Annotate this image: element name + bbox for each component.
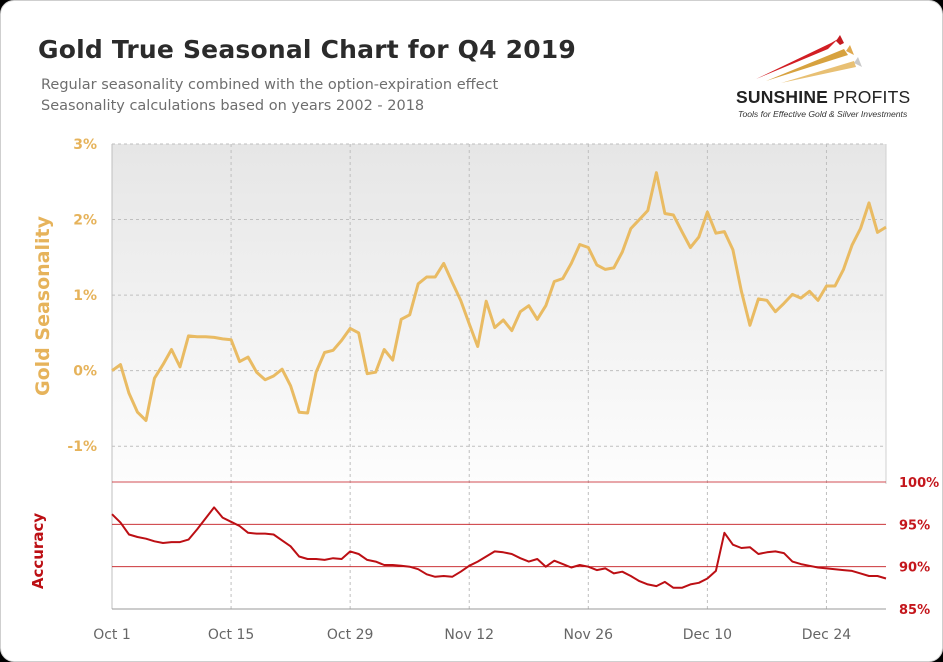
sun-rays-icon <box>756 35 862 83</box>
seasonality-tick-label: 2% <box>73 213 97 229</box>
x-tick-label: Nov 12 <box>444 627 494 643</box>
seasonality-tick-label: -1% <box>67 439 97 455</box>
x-tick-label: Oct 1 <box>93 627 131 643</box>
accuracy-axis-label: Accuracy <box>29 513 47 589</box>
seasonality-axis-label: Gold Seasonality <box>32 215 54 396</box>
x-tick-label: Dec 24 <box>802 627 851 643</box>
accuracy-tick-label: 100% <box>899 476 939 491</box>
seasonality-tick-label: 3% <box>73 137 97 153</box>
accuracy-tick-label: 85% <box>899 603 930 618</box>
seasonality-tick-label: 0% <box>73 364 97 380</box>
chart-title: Gold True Seasonal Chart for Q4 2019 <box>38 35 576 64</box>
accuracy-tick-label: 90% <box>899 561 930 576</box>
x-tick-label: Oct 15 <box>208 627 254 643</box>
accuracy-tick-label: 95% <box>899 518 930 533</box>
seasonality-tick-label: 1% <box>73 288 97 304</box>
chart-subtitle-1: Regular seasonality combined with the op… <box>41 77 499 93</box>
logo-tagline: Tools for Effective Gold & Silver Invest… <box>738 109 908 119</box>
x-tick-label: Nov 26 <box>564 627 614 643</box>
logo-wordmark: SUNSHINE PROFITS <box>736 87 910 108</box>
logo-name-bold: SUNSHINE <box>736 87 829 107</box>
chart-subtitle-2: Seasonality calculations based on years … <box>41 98 425 114</box>
seasonality-plot-area <box>112 144 886 484</box>
gold-seasonality-line <box>111 171 887 422</box>
logo-name-light: PROFITS <box>828 87 911 107</box>
x-tick-label: Dec 10 <box>683 627 732 643</box>
accuracy-line <box>111 506 887 589</box>
sunshine-profits-logo: SUNSHINE PROFITS Tools for Effective Gol… <box>736 31 936 126</box>
x-tick-label: Oct 29 <box>327 627 373 643</box>
